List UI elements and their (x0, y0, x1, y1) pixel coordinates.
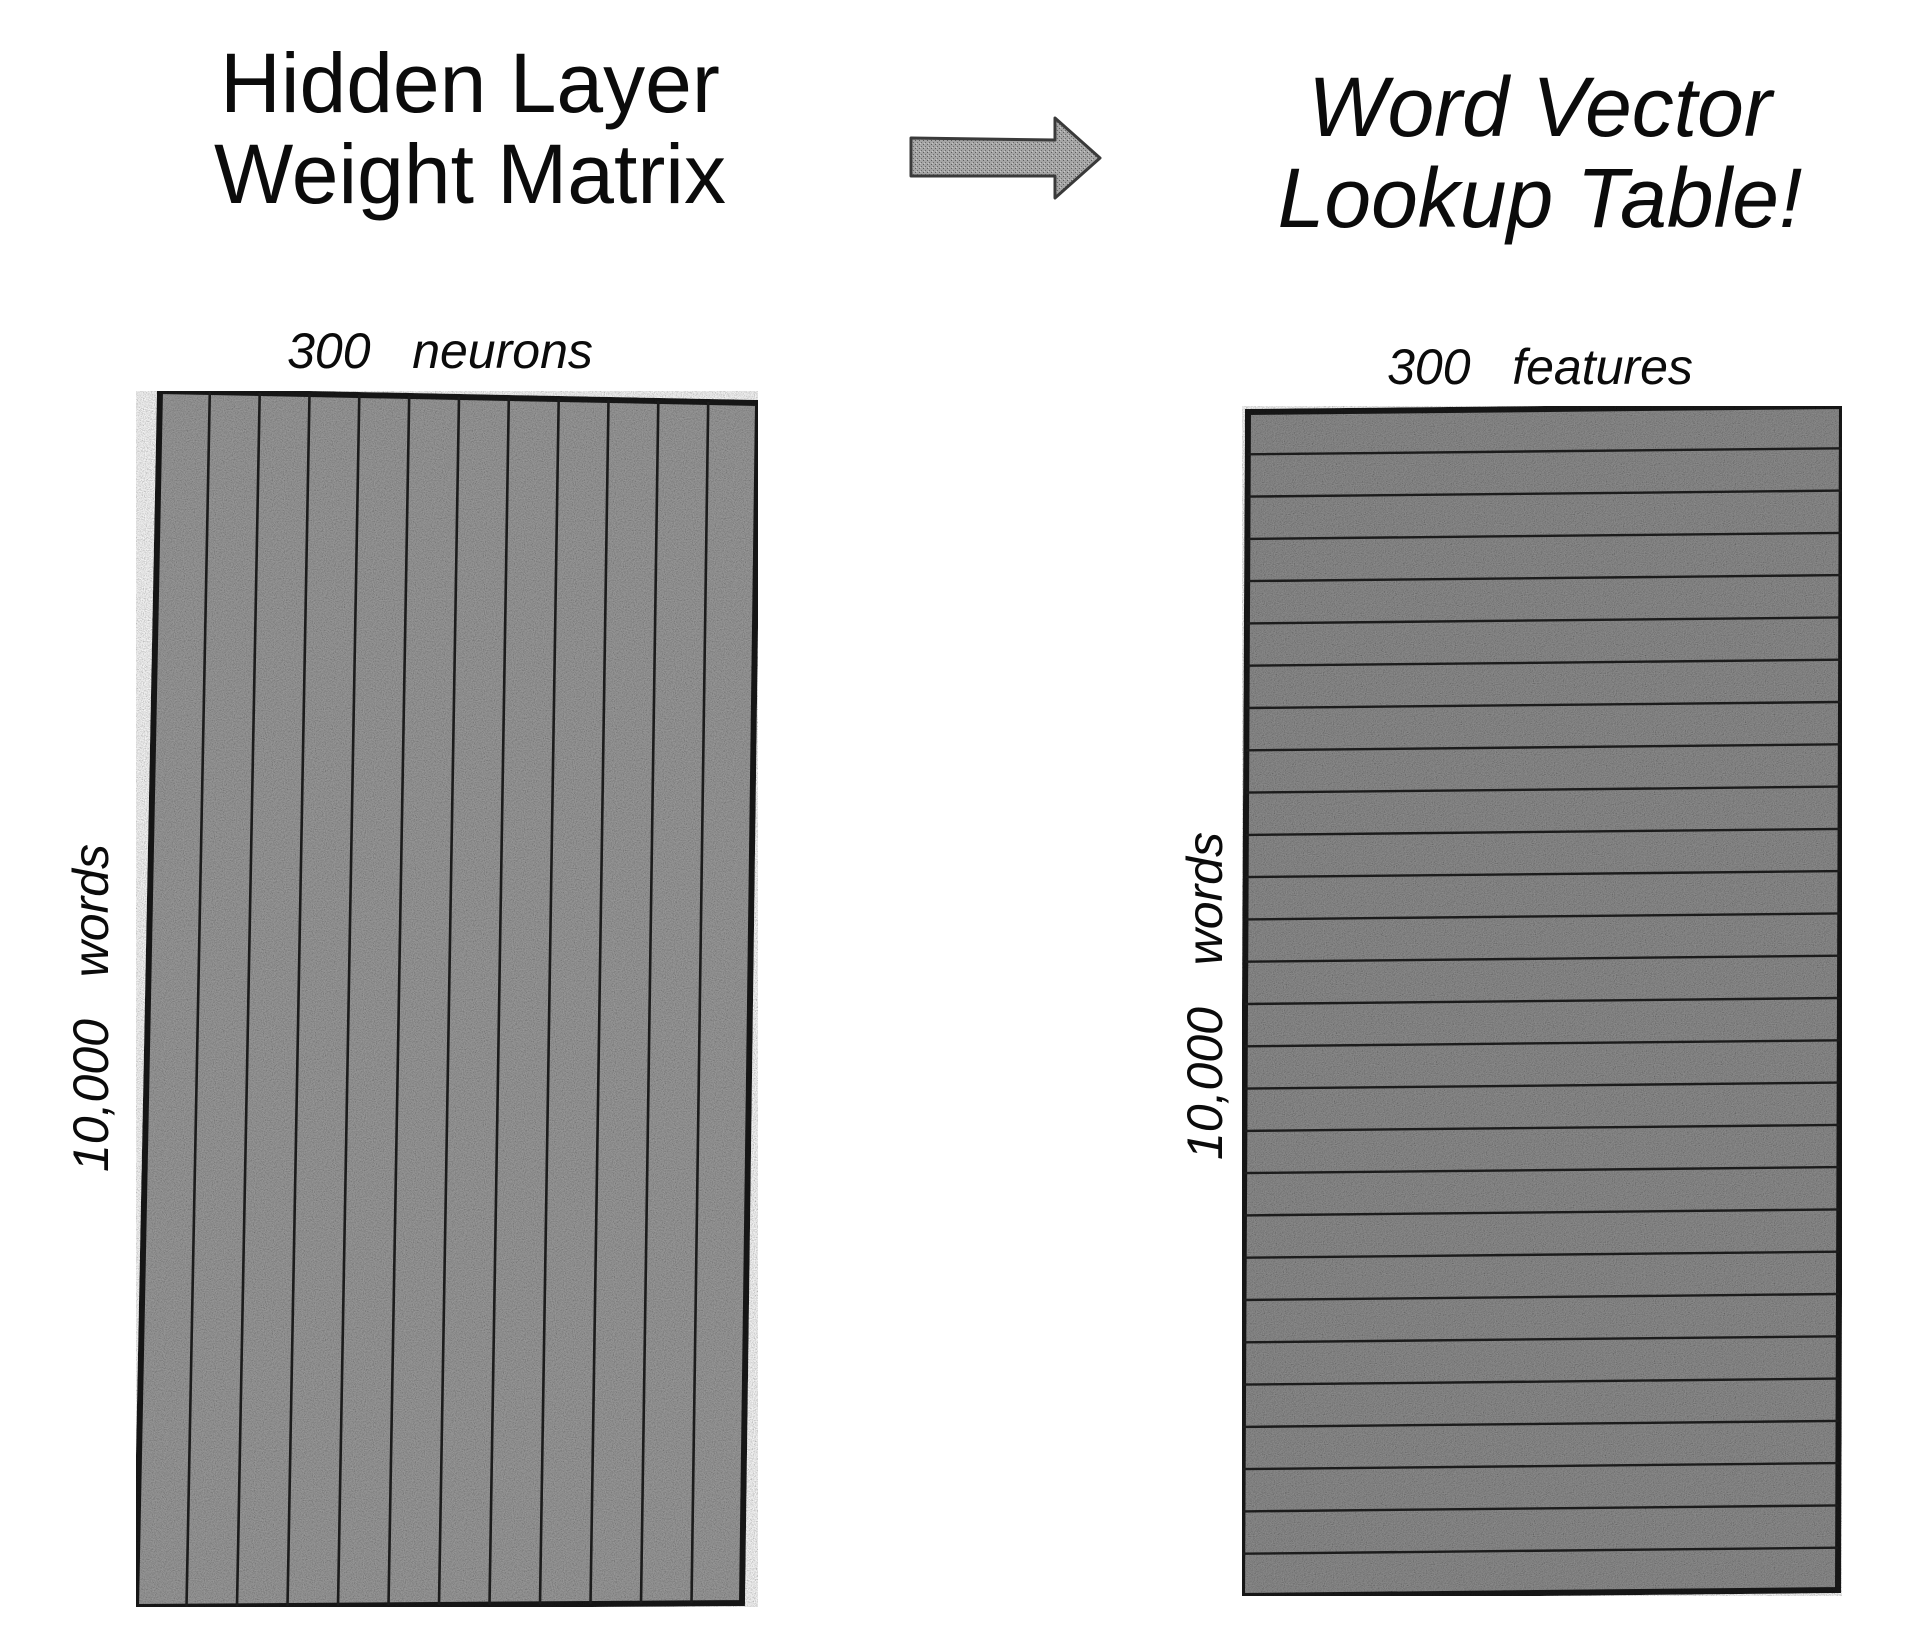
lookup-table-row-line (1246, 700, 1842, 710)
left-words-label: 10,000 words (63, 844, 119, 1172)
lookup-table-row-line (1242, 1546, 1839, 1555)
right-words-label: 10,000 words (1177, 832, 1233, 1160)
weight-matrix-column-line (437, 396, 461, 1606)
weight-matrix-columns (185, 391, 710, 1607)
lookup-table (1240, 402, 1846, 1600)
lookup-table-row-line (1244, 1081, 1840, 1090)
lookup-table-row-line (1246, 785, 1841, 794)
lookup-table-title-line2: Lookup Table! (1277, 150, 1803, 245)
weight-matrix-column-line (387, 395, 411, 1606)
lookup-table-row-line (1245, 954, 1841, 963)
lookup-table-row-line (1243, 1292, 1840, 1302)
neurons-label: 300 neurons (287, 323, 593, 379)
lookup-table-row-line (1243, 1377, 1839, 1386)
lookup-table-title: Word Vector Lookup Table! (1230, 62, 1850, 243)
right-arrow-icon (909, 116, 1102, 200)
lookup-table-row-line (1243, 1335, 1839, 1344)
lookup-table-row-line (1246, 743, 1841, 752)
weight-matrix-title-line1: Hidden Layer (220, 36, 720, 130)
lookup-table-rows (1242, 447, 1842, 1555)
lookup-table-row-line (1244, 1165, 1840, 1175)
lookup-table-row-line (1244, 1123, 1840, 1133)
weight-matrix-column-line (185, 391, 212, 1607)
weight-matrix-column-line (286, 393, 311, 1607)
lookup-table-row-line (1246, 658, 1842, 667)
weight-matrix-title: Hidden Layer Weight Matrix (160, 38, 780, 219)
weight-matrix-column-line (589, 399, 610, 1605)
lookup-table-row-line (1244, 1039, 1840, 1048)
lookup-table-row-line (1243, 1250, 1840, 1259)
lookup-table-row-line (1242, 1461, 1839, 1471)
weight-matrix-column-line (639, 400, 660, 1604)
lookup-table-row-line (1247, 447, 1842, 456)
lookup-table-row-line (1243, 1208, 1840, 1217)
weight-matrix-column-line (235, 392, 261, 1607)
weight-matrix-column-line (538, 398, 560, 1605)
weight-matrix-column-line (690, 401, 710, 1604)
lookup-table-row-line (1247, 573, 1842, 583)
lookup-table-row-line (1246, 616, 1842, 625)
lookup-table-row-line (1242, 1419, 1839, 1429)
lookup-table-row-line (1245, 912, 1841, 921)
lookup-table-row-line (1247, 489, 1842, 498)
weight-matrix-column-line (488, 397, 511, 1605)
features-label: 300 features (1387, 339, 1693, 395)
lookup-table-row-line (1245, 827, 1841, 837)
lookup-table-row-line (1247, 531, 1842, 541)
lookup-table-title-line1: Word Vector (1308, 60, 1772, 154)
lookup-table-row-line (1244, 996, 1841, 1006)
weight-matrix-body (132, 387, 762, 1611)
weight-matrix-column-line (336, 394, 361, 1606)
weight-matrix (132, 387, 762, 1611)
lookup-table-row-line (1245, 869, 1841, 879)
weight-matrix-title-line2: Weight Matrix (214, 126, 726, 221)
lookup-table-row-line (1242, 1504, 1839, 1513)
